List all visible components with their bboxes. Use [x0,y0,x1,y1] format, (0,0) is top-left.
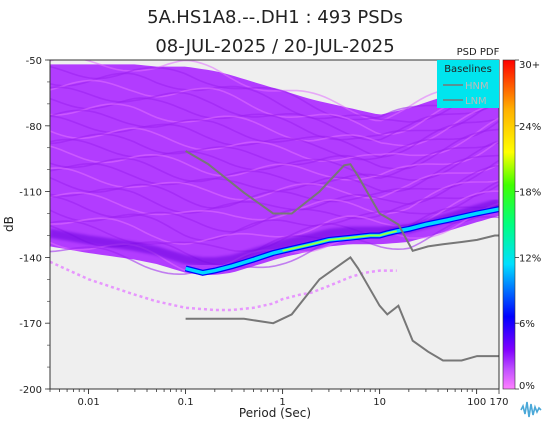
x-axis-label: Period (Sec) [239,406,311,420]
chart-subtitle: 08-JUL-2025 / 20-JUL-2025 [155,36,394,57]
colorbar-tick-label: 24% [519,122,541,133]
colorbar-tick-label: 18% [519,188,541,199]
psd-secondary-branch [50,260,397,312]
x-axis-ticks: 0.01 0.1 1 10 100 170 [49,389,509,408]
psd-streak [50,164,499,214]
psd-streak [50,117,499,162]
waveform-logo-icon [520,398,542,420]
y-tick-label: -200 [19,385,42,396]
psd-streak [50,109,499,158]
colorbar-tick-label: 6% [519,319,535,330]
psd-streak [50,102,499,147]
x-tick-label: 1 [279,397,285,408]
psd-streak [50,180,499,242]
psd-streak [50,115,499,161]
psd-mode-band [184,206,499,276]
legend-hnm-label: HNM [465,81,489,92]
y-tick-label: -50 [26,56,42,67]
psd-streak [50,60,499,122]
noise-model-lines [185,150,499,362]
psd-streak [50,86,499,142]
y-tick-label: -110 [19,188,42,199]
legend-title: Baselines [444,64,492,75]
colorbar-title: PSD PDF [457,47,500,58]
x-tick-label: 10 [373,397,386,408]
chart-title: 5A.HS1A8.--.DH1 : 493 PSDs [147,7,403,28]
psd-streak [50,184,499,233]
psd-density-field [50,60,499,312]
psd-streak [50,128,499,170]
colorbar-tick-label: 0% [519,381,535,392]
x-tick-label: 0.1 [178,397,194,408]
psd-streak [50,215,499,276]
y-tick-label: -140 [19,253,42,264]
x-tick-label: 0.01 [77,397,99,408]
plot-frame [49,59,500,390]
colorbar [502,59,516,390]
colorbar-tick-label: 30+ [519,60,540,71]
lnm-line [185,256,499,362]
y-tick-label: -170 [19,319,42,330]
y-tick-label: -80 [26,122,42,133]
colorbar-tick-label: 12% [519,253,541,264]
legend-lnm-label: LNM [465,96,487,107]
psd-streak [50,140,499,186]
x-tick-label: 170 [489,397,508,408]
psd-streak [50,96,499,141]
y-axis-label: dB [2,216,16,232]
hnm-line [185,150,499,252]
colorbar-ticks: 30+ 24% 18% 12% 6% 0% [515,59,541,392]
legend: Baselines HNM LNM [437,60,499,108]
psd-streak [50,138,499,179]
y-axis-ticks: -50 -80 -110 -140 -170 -200 [19,56,50,396]
x-tick-label: 100 [467,397,486,408]
mode-band-peak [282,230,397,252]
psd-streak [50,159,499,209]
